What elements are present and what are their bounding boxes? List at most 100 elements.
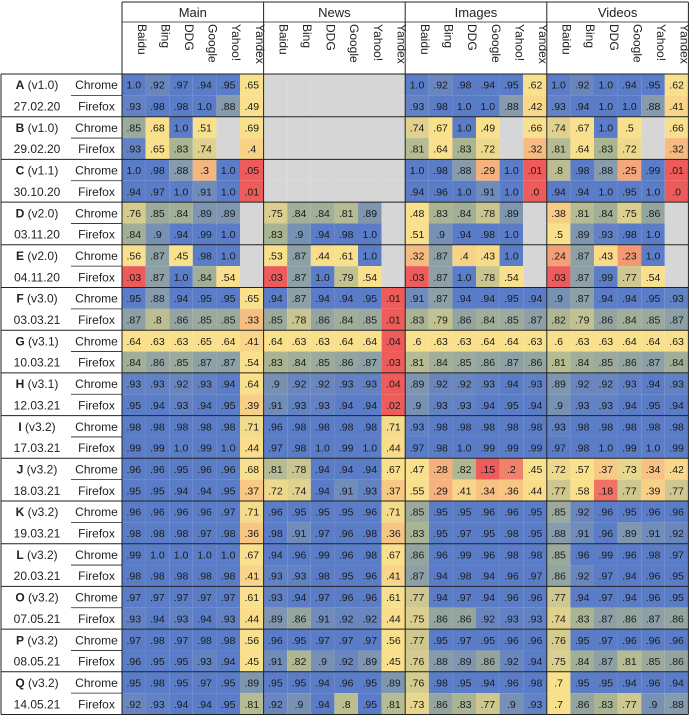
cell-value: 1.0	[150, 549, 165, 561]
heatmap-cell	[334, 372, 358, 395]
cell-value: .93	[480, 379, 495, 391]
heatmap-cell	[546, 479, 571, 501]
cell-value: .99	[457, 549, 472, 561]
cell-value: 1.0	[480, 101, 495, 113]
heatmap-cell	[664, 287, 689, 309]
cell-value: .54	[362, 272, 377, 284]
cell-value: .88	[433, 656, 448, 668]
heatmap-cell	[192, 565, 217, 587]
heatmap-cell	[641, 607, 665, 630]
cell-value: .74	[551, 613, 566, 625]
browser-label: Firefox	[78, 569, 115, 583]
heatmap-cell	[381, 436, 406, 459]
heatmap-cell	[499, 330, 524, 352]
heatmap-cell	[381, 607, 406, 630]
heatmap-cell	[310, 74, 335, 96]
heatmap-cell	[594, 351, 618, 373]
heatmap-cell	[310, 330, 335, 352]
cell-value: .94	[315, 293, 330, 305]
heatmap-cell	[523, 244, 547, 267]
heatmap-cell	[192, 650, 217, 672]
heatmap-cell	[452, 436, 476, 459]
cell-value: .66	[528, 122, 543, 134]
heatmap-cell	[358, 671, 382, 694]
cell-value: .84	[622, 315, 637, 327]
heatmap-cell	[428, 180, 453, 203]
heatmap-cell	[287, 543, 311, 566]
cell-value: .83	[433, 208, 448, 220]
heatmap-cell	[310, 436, 335, 459]
cell-value: .93	[410, 421, 425, 433]
cell-value: .54	[646, 272, 661, 284]
heatmap-cell	[546, 159, 571, 181]
cell-value: .95	[292, 507, 307, 519]
heatmap-cell	[287, 116, 311, 139]
cell-value: .87	[221, 357, 236, 369]
cell-value: .41	[244, 336, 259, 348]
date-label: 03.03.21	[14, 313, 61, 327]
cell-value: .95	[174, 656, 189, 668]
cell-value: .86	[480, 357, 495, 369]
heatmap-cell	[452, 351, 476, 373]
cell-value: .96	[598, 507, 613, 519]
cell-value: .9	[271, 379, 280, 391]
heatmap-cell	[358, 266, 382, 288]
cell-value: .89	[362, 208, 377, 220]
cell-value: .93	[268, 592, 283, 604]
heatmap-cell	[358, 415, 382, 437]
cell-value: .86	[669, 613, 684, 625]
heatmap-cell	[145, 244, 170, 267]
cell-value: .84	[433, 357, 448, 369]
cell-value: .88	[646, 101, 661, 113]
heatmap-cell	[263, 159, 288, 181]
cell-value: .86	[433, 613, 448, 625]
cell-value: .95	[362, 293, 377, 305]
heatmap-cell	[570, 244, 594, 267]
heatmap-cell	[334, 202, 358, 224]
heatmap-cell	[452, 244, 476, 267]
heatmap-cell	[169, 671, 193, 694]
heatmap-cell	[428, 629, 453, 651]
heatmap-cell	[358, 180, 382, 203]
heatmap-cell	[287, 586, 311, 608]
heatmap-cell	[145, 436, 170, 459]
cell-value: .53	[268, 250, 283, 262]
cell-value: .98	[150, 101, 165, 113]
heatmap-cell	[664, 671, 689, 694]
heatmap-cell	[358, 394, 382, 416]
heatmap-cell	[240, 330, 264, 352]
cell-value: .95	[575, 635, 590, 647]
cell-value: .75	[551, 656, 566, 668]
cell-value: .96	[433, 549, 448, 561]
cell-value: 1.0	[126, 80, 141, 92]
heatmap-cell	[192, 543, 217, 566]
browser-label: Firefox	[78, 697, 115, 711]
heatmap-cell	[192, 671, 217, 694]
browser-label: Chrome	[75, 164, 118, 178]
version-label: J (v3.2)	[17, 462, 58, 476]
cell-value: .84	[126, 357, 141, 369]
cell-value: .56	[244, 635, 259, 647]
heatmap-cell	[523, 351, 547, 373]
heatmap-cell	[617, 671, 642, 694]
heatmap-cell	[452, 415, 476, 437]
cell-value: .45	[528, 464, 543, 476]
cell-value: 1.0	[646, 229, 661, 241]
cell-value: .96	[575, 549, 590, 561]
cell-value: .56	[386, 635, 401, 647]
browser-label: Firefox	[78, 612, 115, 626]
heatmap-cell	[570, 543, 594, 566]
heatmap-cell	[358, 116, 382, 139]
cell-value: 1.0	[598, 443, 613, 455]
heatmap-cell	[169, 436, 193, 459]
cell-value: .84	[480, 315, 495, 327]
cell-value: .9	[554, 293, 563, 305]
heatmap-cell	[476, 671, 500, 694]
heatmap-cell	[428, 650, 453, 672]
heatmap-cell	[499, 565, 524, 587]
cell-value: .86	[622, 613, 637, 625]
cell-value: .01	[386, 293, 401, 305]
cell-value: .83	[575, 613, 590, 625]
heatmap-cell	[476, 330, 500, 352]
